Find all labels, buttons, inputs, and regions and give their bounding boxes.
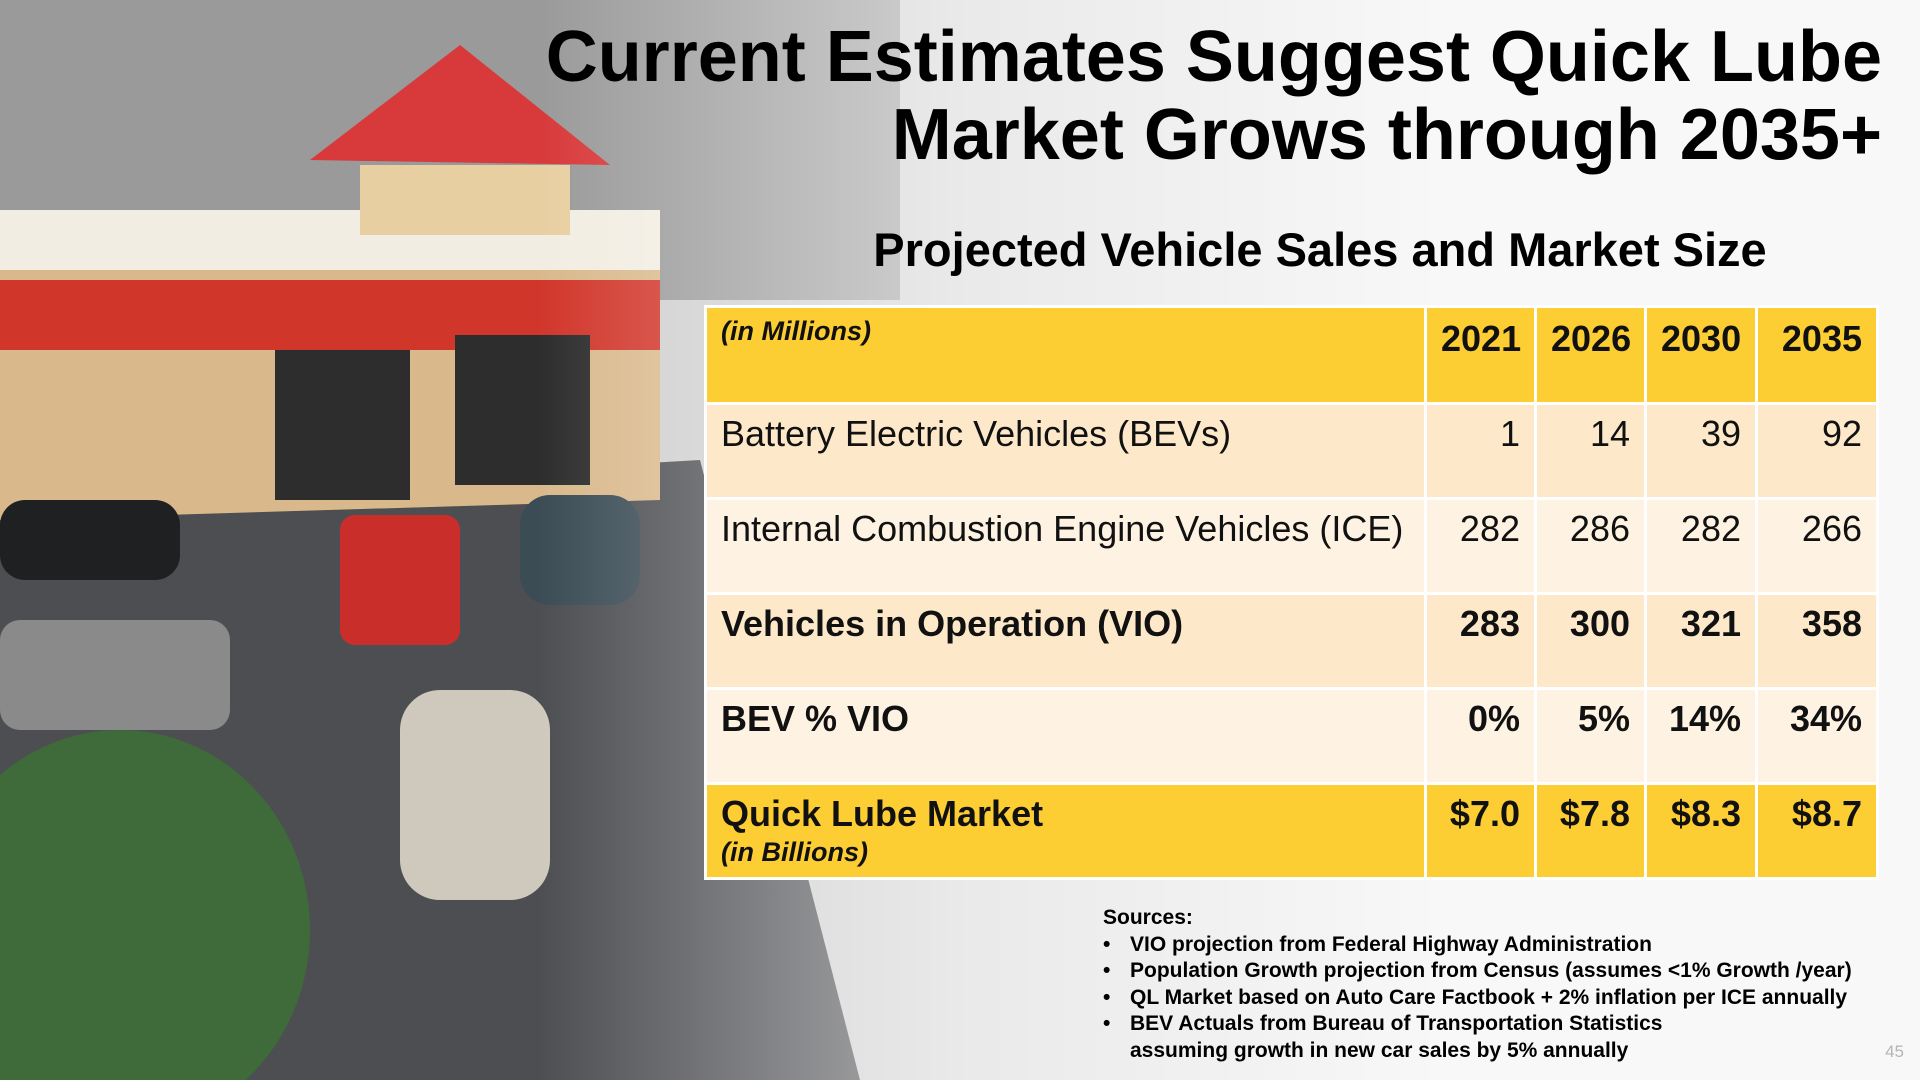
header-cell: 2026 [1534, 305, 1647, 405]
value-cell: $8.3 [1644, 782, 1758, 880]
source-line: QL Market based on Auto Care Factbook + … [1130, 985, 1848, 1009]
value-cell: 282 [1644, 497, 1758, 595]
value-cell: 282 [1424, 497, 1537, 595]
row-label-cell: Internal Combustion Engine Vehicles (ICE… [704, 497, 1427, 595]
source-line: VIO projection from Federal Highway Admi… [1130, 932, 1652, 956]
value-cell: $7.8 [1534, 782, 1647, 880]
row-label-cell: BEV % VIO [704, 687, 1427, 785]
value-cell: 358 [1755, 592, 1879, 690]
value-cell: 39 [1644, 402, 1758, 500]
source-line: Population Growth projection from Census… [1130, 959, 1852, 982]
value-cell: 283 [1424, 592, 1537, 690]
value-cell: 34% [1755, 687, 1879, 785]
sources-heading: Sources: [1103, 906, 1193, 929]
source-item: BEV Actuals from Bureau of Transportatio… [1103, 1011, 1852, 1064]
row-label-cell: Battery Electric Vehicles (BEVs) [704, 402, 1427, 500]
title-line: Market Grows through 2035+ [891, 95, 1882, 175]
value-cell: 14% [1644, 687, 1758, 785]
row-label-cell: Vehicles in Operation (VIO) [704, 592, 1427, 690]
value-cell: 0% [1424, 687, 1537, 785]
row-label-cell: Quick Lube Market (in Billions) [704, 782, 1427, 880]
subtitle: Projected Vehicle Sales and Market Size [873, 223, 1767, 276]
source-item: Population Growth projection from Census… [1103, 958, 1852, 985]
source-line: assuming growth in new car sales by 5% a… [1130, 1038, 1629, 1062]
table-row: Vehicles in Operation (VIO) 283 300 321 358 [704, 592, 1879, 690]
value-cell: 300 [1534, 592, 1647, 690]
title: Current Estimates Suggest Quick Lube Mar… [546, 18, 1882, 174]
row-label: Battery Electric Vehicles (BEVs) [721, 413, 1232, 454]
row-label: Internal Combustion Engine Vehicles (ICE… [721, 508, 1404, 549]
source-item: QL Market based on Auto Care Factbook + … [1103, 985, 1852, 1012]
row-note: (in Billions) [721, 837, 868, 867]
header-cell: 2030 [1644, 305, 1758, 405]
row-label: Quick Lube Market [721, 793, 1044, 834]
value-cell: $8.7 [1755, 782, 1879, 880]
row-label: Vehicles in Operation (VIO) [721, 603, 1184, 644]
source-line: BEV Actuals from Bureau of Transportatio… [1130, 1012, 1663, 1035]
value-cell: 266 [1755, 497, 1879, 595]
data-table: (in Millions) 2021 2026 2030 2035 Battery Ele… [704, 305, 1879, 880]
value-cell: 286 [1534, 497, 1647, 595]
table-row: Internal Combustion Engine Vehicles (ICE… [704, 497, 1879, 595]
table-row: Battery Electric Vehicles (BEVs) 1 14 39 92 [704, 402, 1879, 500]
row-label: BEV % VIO [721, 698, 910, 739]
sources: Sources: VIO projection from Federal Hig… [1103, 905, 1852, 1064]
header-cell: 2035 [1755, 305, 1879, 405]
table-row: BEV % VIO 0% 5% 14% 34% [704, 687, 1879, 785]
header-cell: (in Millions) [704, 305, 1427, 405]
source-item: VIO projection from Federal Highway Admi… [1103, 932, 1852, 959]
table-body: (in Millions) 2021 2026 2030 2035 Battery Ele… [704, 305, 1879, 880]
title-line: Current Estimates Suggest Quick Lube [545, 17, 1882, 97]
header-cell: 2021 [1424, 305, 1537, 405]
value-cell: 321 [1644, 592, 1758, 690]
sources-list: VIO projection from Federal Highway Admi… [1103, 932, 1852, 1065]
value-cell: 1 [1424, 402, 1537, 500]
header-row: (in Millions) 2021 2026 2030 2035 [704, 305, 1879, 405]
table-row: Quick Lube Market (in Billions) $7.0 $7.8 $8… [704, 782, 1879, 880]
value-cell: $7.0 [1424, 782, 1537, 880]
value-cell: 92 [1755, 402, 1879, 500]
value-cell: 5% [1534, 687, 1647, 785]
value-cell: 14 [1534, 402, 1647, 500]
page-number: 45 [1885, 1042, 1904, 1061]
